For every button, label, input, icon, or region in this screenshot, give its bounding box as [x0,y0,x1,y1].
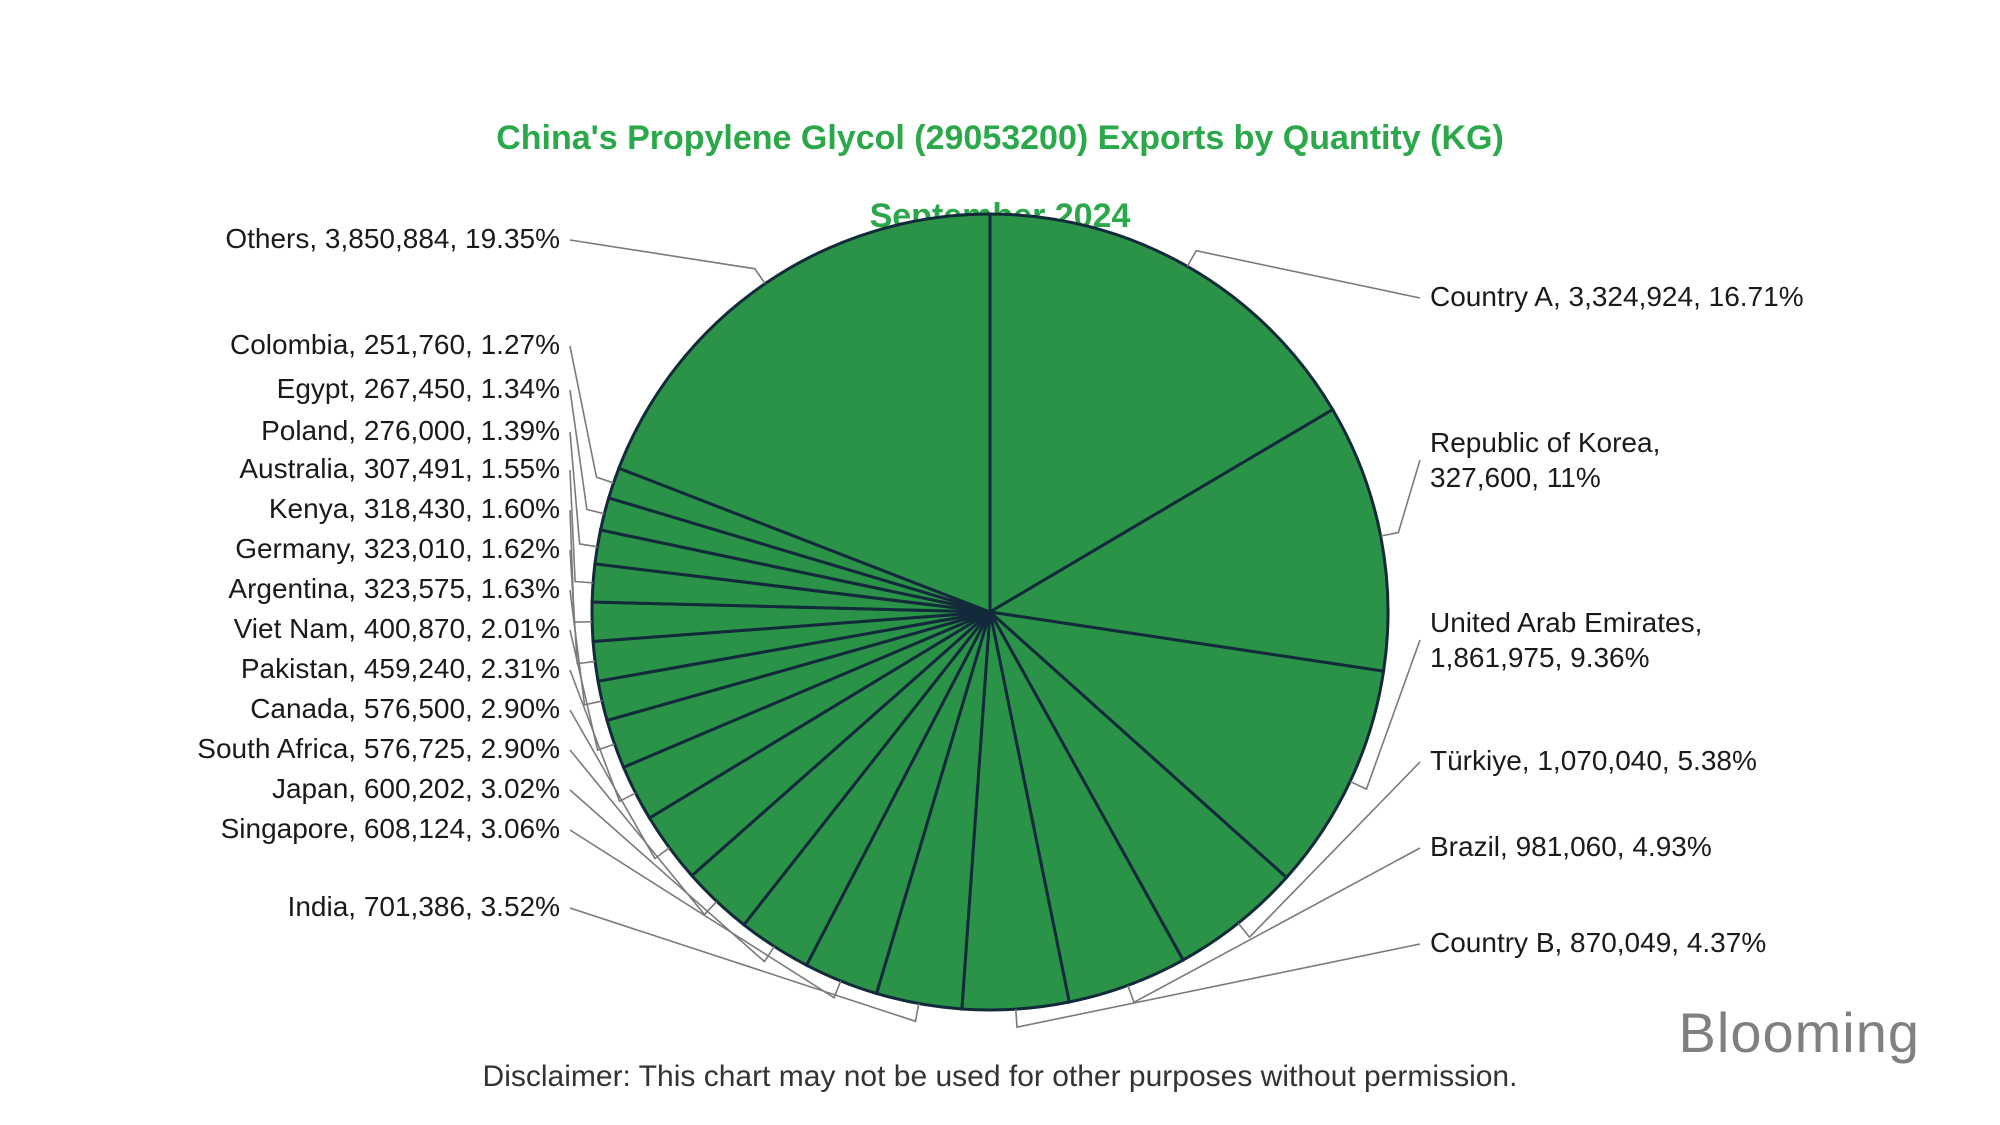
slice-label: Republic of Korea, 327,600, 11% [1430,425,1660,495]
disclaimer-text: Disclaimer: This chart may not be used f… [0,1060,2000,1094]
leader-line [570,470,593,583]
slice-label: Germany, 323,010, 1.62% [0,533,560,565]
slice-label: Country A, 3,324,924, 16.71% [1430,281,1804,313]
slice-label: Colombia, 251,760, 1.27% [0,329,560,361]
slice-label: Brazil, 981,060, 4.93% [1430,831,1712,863]
slice-label: Australia, 307,491, 1.55% [0,453,560,485]
slice-label: Türkiye, 1,070,040, 5.38% [1430,745,1757,777]
slice-label: Canada, 576,500, 2.90% [0,693,560,725]
slice-label: Japan, 600,202, 3.02% [0,773,560,805]
slice-label: India, 701,386, 3.52% [0,891,560,923]
slice-label: Others, 3,850,884, 19.35% [0,223,560,255]
leader-line [570,346,614,483]
slice-label: Viet Nam, 400,870, 2.01% [0,613,560,645]
slice-label: South Africa, 576,725, 2.90% [0,733,560,765]
slice-label: Kenya, 318,430, 1.60% [0,493,560,525]
pie-group [592,214,1388,1010]
slice-label: Country B, 870,049, 4.37% [1430,927,1766,959]
leader-line [570,240,765,284]
slice-label: United Arab Emirates, 1,861,975, 9.36% [1430,605,1702,675]
leader-line [1381,460,1420,536]
brand-logo: Blooming [1679,1000,1920,1065]
slice-label: Argentina, 323,575, 1.63% [0,573,560,605]
slice-label: Pakistan, 459,240, 2.31% [0,653,560,685]
slice-label: Egypt, 267,450, 1.34% [0,373,560,405]
slice-label: Singapore, 608,124, 3.06% [0,813,560,845]
slice-label: Poland, 276,000, 1.39% [0,415,560,447]
